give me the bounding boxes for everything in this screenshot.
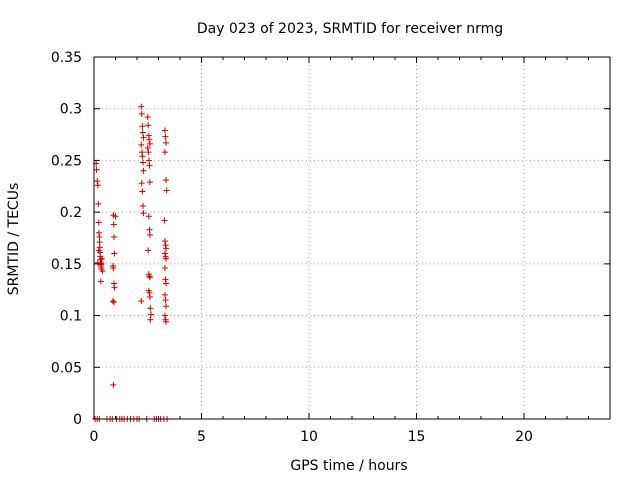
- data-point: [163, 255, 170, 262]
- data-point: [110, 381, 117, 388]
- data-point: [163, 245, 170, 252]
- data-point: [111, 250, 118, 257]
- data-point: [94, 259, 101, 266]
- data-point: [99, 268, 106, 275]
- data-point: [163, 187, 170, 194]
- data-point: [110, 233, 117, 240]
- data-point: [161, 312, 168, 319]
- data-point: [144, 113, 151, 120]
- data-point: [140, 202, 147, 209]
- data-point: [138, 180, 145, 187]
- data-point: [146, 231, 153, 238]
- x-tick-label: 5: [197, 429, 206, 445]
- data-points: [92, 103, 171, 422]
- data-point: [98, 255, 105, 262]
- y-tick-label: 0.1: [60, 309, 82, 325]
- data-point: [95, 200, 102, 207]
- data-point: [138, 298, 145, 305]
- data-point: [145, 213, 152, 220]
- data-point: [110, 221, 117, 228]
- data-point: [145, 247, 152, 254]
- plot-frame: [93, 56, 611, 420]
- data-point: [147, 316, 154, 323]
- data-point: [146, 136, 153, 143]
- data-point: [146, 162, 153, 169]
- data-point: [146, 293, 153, 300]
- data-point: [163, 177, 170, 184]
- data-point: [145, 122, 152, 129]
- y-tick-label: 0.25: [51, 153, 82, 169]
- y-tick-label: 0.2: [60, 205, 82, 221]
- y-axis-label: SRMTID / TECUs: [6, 183, 22, 296]
- y-tick-label: 0.3: [60, 102, 82, 118]
- chart-title: Day 023 of 2023, SRMTID for receiver nrm…: [197, 21, 503, 37]
- data-point: [146, 274, 153, 281]
- data-point: [138, 103, 145, 110]
- axis-ticks: [93, 56, 611, 420]
- y-tick-label: 0.15: [51, 257, 82, 273]
- data-point: [95, 247, 102, 254]
- data-point: [161, 291, 168, 298]
- data-point: [147, 305, 154, 312]
- grid-lines: [94, 57, 610, 419]
- x-tick-label: 15: [408, 429, 426, 445]
- data-point: [98, 260, 105, 267]
- data-point: [161, 250, 168, 257]
- data-point: [163, 303, 170, 310]
- data-point: [139, 123, 146, 130]
- data-point: [161, 264, 168, 271]
- data-point: [144, 145, 151, 152]
- y-tick-labels: 0 0.05 0.1 0.15 0.2 0.25 0.3 0.35: [51, 50, 82, 428]
- data-point: [138, 141, 145, 148]
- x-tick-label: 20: [515, 429, 533, 445]
- data-point: [162, 297, 169, 304]
- y-tick-label: 0: [73, 412, 82, 428]
- data-point: [146, 226, 153, 233]
- data-point: [139, 188, 146, 195]
- data-point: [161, 127, 168, 134]
- data-point: [110, 264, 117, 271]
- data-point: [94, 178, 101, 185]
- x-tick-label: 10: [300, 429, 318, 445]
- data-point: [138, 110, 145, 117]
- data-point: [146, 179, 153, 186]
- x-axis-label: GPS time / hours: [290, 458, 407, 474]
- data-point: [161, 238, 168, 245]
- data-point: [139, 129, 146, 136]
- data-point: [139, 153, 146, 160]
- data-point: [162, 133, 169, 140]
- data-point: [96, 239, 103, 246]
- data-point: [146, 157, 153, 164]
- data-point: [140, 159, 147, 166]
- data-point: [161, 149, 168, 156]
- x-tick-labels: 0 5 10 15 20: [90, 429, 533, 445]
- data-point: [94, 182, 101, 189]
- data-point: [110, 299, 117, 306]
- data-point: [163, 280, 170, 287]
- data-point: [95, 219, 102, 226]
- data-point: [146, 140, 153, 147]
- data-point: [112, 213, 119, 220]
- data-point: [140, 134, 147, 141]
- x-tick-label: 0: [90, 429, 99, 445]
- data-point: [163, 318, 170, 325]
- data-point: [109, 298, 116, 305]
- data-point: [97, 278, 104, 285]
- y-tick-label: 0.35: [51, 50, 82, 66]
- data-point: [96, 233, 103, 240]
- data-point: [145, 149, 152, 156]
- data-point: [140, 167, 147, 174]
- data-point: [161, 217, 168, 224]
- data-point: [163, 139, 170, 146]
- data-point: [96, 244, 103, 251]
- y-tick-label: 0.05: [51, 360, 82, 376]
- data-point: [93, 166, 100, 173]
- data-point: [140, 210, 147, 217]
- data-point: [162, 276, 169, 283]
- data-point: [147, 311, 154, 318]
- data-point: [111, 284, 118, 291]
